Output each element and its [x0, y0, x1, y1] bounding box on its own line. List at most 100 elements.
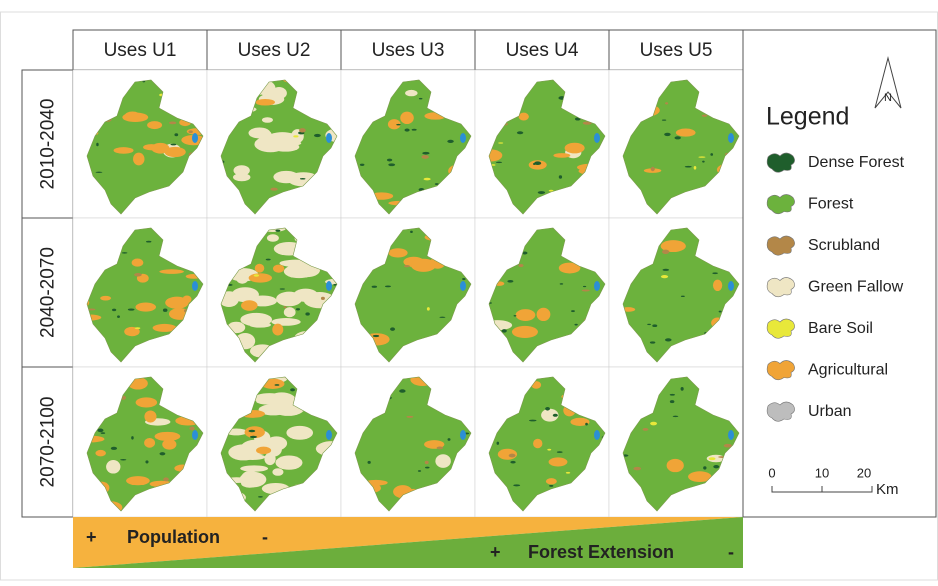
land-patch — [320, 296, 325, 300]
land-patch — [254, 263, 265, 273]
land-patch — [511, 325, 538, 338]
land-patch — [127, 308, 135, 311]
land-patch — [571, 310, 575, 313]
land-patch — [233, 173, 251, 182]
land-patch — [146, 240, 152, 243]
land-patch — [660, 275, 669, 279]
land-patch — [541, 408, 559, 422]
land-patch — [162, 439, 177, 450]
water-body — [326, 281, 332, 291]
legend-label: Green Fallow — [808, 279, 904, 296]
land-patch — [662, 268, 670, 271]
land-patch — [522, 251, 528, 255]
land-patch — [96, 142, 99, 147]
land-patch — [386, 158, 393, 162]
water-body — [192, 281, 198, 291]
land-patch — [436, 446, 444, 450]
land-patch — [100, 295, 112, 301]
water-body — [594, 430, 600, 440]
land-patch — [424, 460, 429, 465]
land-patch — [675, 128, 696, 137]
land-patch — [265, 258, 271, 261]
land-patch — [159, 269, 184, 274]
land-patch — [723, 443, 732, 448]
land-patch — [131, 258, 144, 267]
land-patch — [665, 102, 669, 105]
land-patch — [159, 452, 166, 456]
land-patch — [529, 419, 537, 422]
north-arrow — [874, 56, 902, 109]
land-patch — [516, 131, 524, 135]
land-patch — [135, 302, 157, 312]
legend-label: Scrubland — [808, 237, 880, 254]
land-patch — [256, 398, 285, 405]
legend-swatch — [766, 152, 795, 173]
land-patch — [447, 438, 451, 441]
land-patch — [507, 279, 514, 283]
land-patch — [163, 477, 169, 482]
land-patch — [564, 142, 585, 154]
column-header: Uses U1 — [104, 40, 177, 61]
water-body — [460, 430, 466, 440]
land-patch — [253, 274, 260, 277]
land-patch — [558, 262, 581, 274]
land-patch — [545, 478, 557, 485]
land-patch — [662, 249, 670, 255]
land-patch — [290, 388, 296, 392]
land-patch — [582, 285, 587, 288]
row-header-cell — [21, 217, 74, 368]
land-patch — [144, 437, 156, 448]
land-patch — [649, 341, 656, 344]
land-patch — [703, 466, 707, 470]
land-patch — [513, 315, 517, 317]
land-patch — [533, 438, 543, 449]
land-patch — [189, 426, 195, 431]
forest-plus: + — [490, 542, 501, 562]
land-patch — [462, 277, 466, 281]
north-label: N — [884, 92, 892, 104]
land-patch — [548, 457, 568, 467]
legend-swatch — [766, 360, 795, 381]
land-patch — [276, 291, 303, 307]
land-patch — [708, 457, 716, 461]
land-patch — [404, 128, 410, 132]
land-patch — [106, 459, 121, 474]
land-patch — [400, 111, 414, 125]
land-patch — [267, 132, 298, 144]
land-patch — [305, 312, 310, 316]
legend-label: Agricultural — [808, 362, 888, 379]
column-header: Uses U4 — [506, 40, 579, 61]
land-patch — [111, 308, 117, 312]
land-patch — [405, 89, 418, 97]
land-patch — [120, 459, 127, 461]
land-patch — [293, 135, 299, 138]
water-body — [460, 281, 466, 291]
land-patch — [410, 258, 437, 272]
land-patch — [660, 240, 686, 253]
legend-swatch — [766, 318, 795, 339]
land-patch — [582, 121, 592, 125]
water-body — [728, 430, 734, 440]
land-patch — [537, 191, 546, 194]
legend-swatch — [766, 277, 795, 298]
land-patch — [174, 133, 179, 137]
land-patch — [134, 327, 141, 330]
land-patch — [240, 312, 273, 327]
land-patch — [406, 415, 414, 418]
water-body — [192, 133, 198, 143]
land-patch — [384, 285, 391, 288]
land-patch — [110, 446, 118, 450]
forest-minus: - — [728, 542, 734, 562]
land-patch — [121, 252, 128, 254]
land-patch — [295, 308, 301, 311]
land-patch — [698, 156, 706, 158]
column-header: Uses U5 — [640, 40, 713, 61]
water-body — [460, 133, 466, 143]
water-body — [326, 430, 332, 440]
land-patch — [439, 316, 446, 318]
land-patch — [152, 323, 177, 332]
legend-title: Legend — [766, 103, 849, 131]
land-patch — [396, 123, 401, 126]
land-patch — [712, 272, 718, 275]
land-patch — [426, 307, 430, 311]
